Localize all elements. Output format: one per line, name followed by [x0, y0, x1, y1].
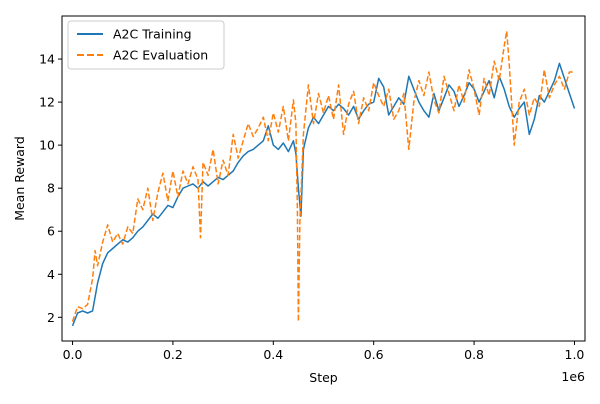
x-tick-label: 0.6: [364, 347, 384, 362]
y-tick-label: 2: [47, 310, 55, 325]
y-axis-label: Mean Reward: [12, 136, 27, 221]
y-tick-label: 14: [39, 52, 55, 67]
y-tick-label: 8: [47, 181, 55, 196]
series-layer: [71, 30, 576, 327]
x-tick-label: 0.2: [163, 347, 183, 362]
legend-label-evaluation: A2C Evaluation: [113, 48, 208, 63]
legend-box: [67, 20, 225, 70]
legend: A2C Training A2C Evaluation: [67, 20, 225, 70]
y-tick-label: 12: [39, 95, 55, 110]
y-tick-label: 10: [39, 138, 55, 153]
x-axis-offset-label: 1e6: [561, 369, 585, 384]
plot-area-frame: [61, 15, 586, 342]
y-tick-label: 6: [47, 224, 55, 239]
y-tick-label: 4: [47, 267, 55, 282]
x-tick-label: 0.4: [263, 347, 283, 362]
legend-label-training: A2C Training: [113, 27, 192, 42]
y-axis-ticks: 2 4 6 8 10 12 14: [39, 52, 62, 325]
x-axis-ticks: 0.0 0.2 0.4 0.6 0.8 1.0: [63, 341, 585, 362]
series-line-evaluation: [71, 30, 575, 323]
x-tick-label: 0.0: [63, 347, 83, 362]
x-tick-label: 1.0: [565, 347, 585, 362]
x-tick-label: 0.8: [464, 347, 484, 362]
x-axis-label: Step: [309, 370, 338, 385]
series-line-training: [71, 62, 576, 327]
